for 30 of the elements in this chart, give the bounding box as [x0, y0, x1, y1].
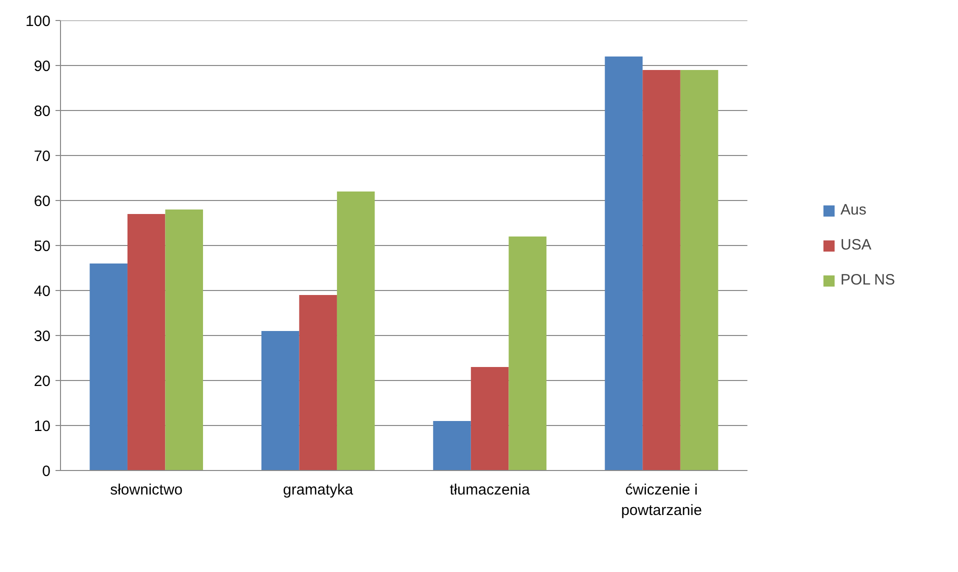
x-tick-label: słownictwo	[110, 482, 183, 498]
bar	[433, 421, 471, 470]
legend-label: POL NS	[840, 272, 895, 288]
bar	[470, 367, 509, 470]
bar	[604, 56, 643, 470]
x-tick-label: ćwiczenie i powtarzanie	[621, 482, 702, 519]
y-tick-label: 0	[42, 463, 50, 480]
x-tick-label: tłumaczenia	[450, 482, 530, 498]
bar	[165, 210, 204, 470]
y-tick-label: 80	[34, 103, 51, 120]
legend-label: Aus	[840, 202, 866, 218]
y-tick-label: 40	[34, 283, 51, 300]
y-tick-label: 30	[34, 328, 51, 345]
y-tick-label: 50	[34, 238, 51, 255]
bar	[299, 295, 337, 470]
y-tick-label: 100	[25, 13, 51, 30]
x-tick-label: gramatyka	[283, 482, 354, 498]
bar	[127, 214, 166, 470]
bar	[508, 236, 546, 470]
bar	[90, 264, 128, 470]
bar	[261, 331, 300, 470]
y-tick-label: 20	[34, 373, 51, 390]
y-tick-label: 70	[34, 148, 51, 165]
y-tick-label: 10	[34, 418, 51, 435]
legend-label: USA	[840, 236, 872, 254]
bar	[642, 70, 680, 470]
y-tick-label: 90	[34, 58, 51, 75]
bar	[680, 70, 718, 470]
bar	[336, 192, 375, 470]
y-tick-label: 60	[34, 193, 51, 210]
